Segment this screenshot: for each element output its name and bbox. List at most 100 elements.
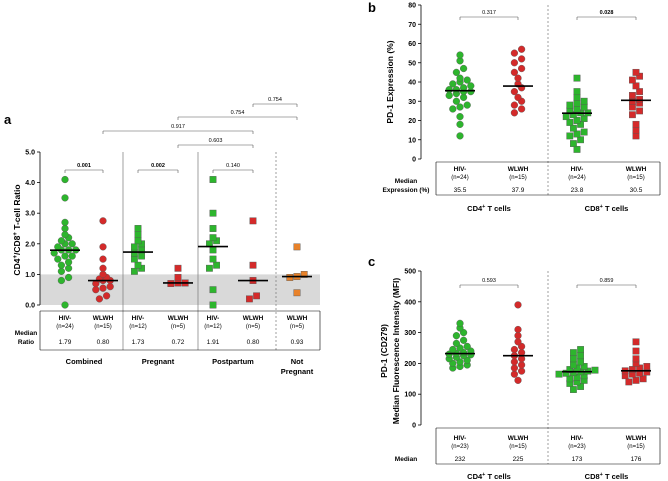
series-n-label: (n=15) [627, 175, 645, 181]
median-value: 0.80 [247, 339, 260, 346]
data-point [449, 105, 457, 113]
data-point [456, 74, 464, 82]
p-value-label: 0.754 [268, 97, 282, 103]
data-point [205, 264, 213, 272]
data-point [625, 378, 633, 386]
series-name-label: WLWH [626, 166, 647, 173]
data-point [562, 113, 570, 121]
series-name-label: WLWH [243, 315, 264, 322]
data-point [174, 264, 182, 272]
data-point [456, 120, 464, 128]
y-tick-label: 0 [412, 423, 416, 430]
series-n-label: (n=24) [56, 324, 74, 330]
data-point [632, 82, 640, 90]
data-point [570, 124, 577, 132]
group-label-main: CD4 [467, 472, 483, 481]
data-point [514, 93, 522, 102]
data-point [106, 283, 114, 291]
data-point [456, 132, 464, 140]
series-n-label: (n=12) [204, 324, 222, 330]
data-point [510, 370, 519, 378]
median-value: 0.72 [172, 339, 185, 346]
group-label: Combined [66, 357, 103, 366]
series-name-label: HIV- [571, 166, 584, 173]
group-label-sup: + [482, 204, 485, 210]
data-point [452, 68, 461, 76]
data-point [580, 115, 588, 122]
series-n-label: (n=23) [451, 444, 469, 450]
data-point [249, 261, 257, 269]
data-point [577, 346, 585, 353]
group-label-tail: T cells [485, 472, 510, 481]
data-point [456, 319, 464, 327]
data-point [57, 237, 66, 245]
data-point [445, 86, 453, 94]
data-point [286, 274, 294, 281]
data-point [632, 376, 640, 384]
data-point [95, 295, 104, 303]
data-point [209, 176, 217, 183]
series-name-label: HIV- [207, 315, 220, 322]
series-n-label: (n=15) [94, 324, 112, 330]
series-n-label: (n=5) [171, 324, 185, 330]
data-point [510, 345, 519, 354]
data-point [449, 345, 457, 354]
median-value: 30.5 [630, 187, 643, 194]
y-tick-label: 0 [412, 157, 416, 164]
median-value: 23.8 [571, 187, 584, 194]
series-name-label: WLWH [168, 315, 189, 322]
data-point [577, 358, 585, 366]
data-point [64, 264, 73, 272]
data-point [460, 336, 468, 344]
data-point [245, 295, 253, 303]
data-point [460, 64, 468, 73]
data-point [130, 249, 138, 257]
data-point [632, 120, 640, 128]
data-point [61, 218, 69, 226]
data-point [580, 363, 588, 370]
series-name-label: HIV- [59, 315, 72, 322]
data-point [61, 231, 69, 239]
median-value: 232 [455, 456, 466, 463]
data-point [517, 55, 526, 63]
y-tick-label: 10 [408, 137, 416, 144]
row-header-median: Median [15, 330, 37, 337]
group-label-tail: T cells [485, 204, 510, 213]
data-point [61, 175, 69, 184]
y-tick-label: 70 [408, 22, 416, 29]
data-point [463, 101, 471, 109]
series-name-label: WLWH [508, 435, 529, 442]
series-name-label: HIV- [571, 435, 584, 442]
data-point [629, 366, 636, 373]
group-label-pregnant2: Pregnant [281, 367, 314, 376]
data-point [580, 97, 588, 105]
data-point [580, 372, 588, 380]
panel-a: 0.0 1.0 2.0 3.0 4.0 5.0 Median Ratio HIV- (n=24) 1… [15, 97, 321, 376]
p-value-label: 0.140 [226, 163, 240, 169]
series-n-label: (n=24) [451, 175, 469, 181]
p-value-label: 0.754 [231, 110, 245, 116]
data-point [61, 194, 69, 202]
y-tick-label: 500 [404, 269, 416, 276]
data-point [570, 386, 577, 393]
data-point [57, 267, 66, 275]
y-tick-label: 200 [404, 361, 416, 368]
series-name-label: HIV- [132, 315, 145, 322]
series-n-label: (n=24) [568, 175, 586, 181]
data-point [467, 82, 475, 90]
series-n-label: (n=15) [509, 444, 527, 450]
data-point [452, 332, 461, 340]
data-point [209, 209, 217, 217]
data-point [300, 271, 308, 278]
p-value-label: 0.603 [209, 138, 223, 144]
data-point [463, 76, 471, 84]
data-point [629, 111, 636, 119]
data-point [57, 261, 66, 269]
data-point [566, 101, 574, 109]
data-point [517, 105, 526, 113]
data-point [130, 255, 138, 263]
data-point [570, 349, 577, 357]
data-point [510, 101, 519, 109]
data-point [577, 136, 585, 144]
data-point [566, 119, 574, 126]
